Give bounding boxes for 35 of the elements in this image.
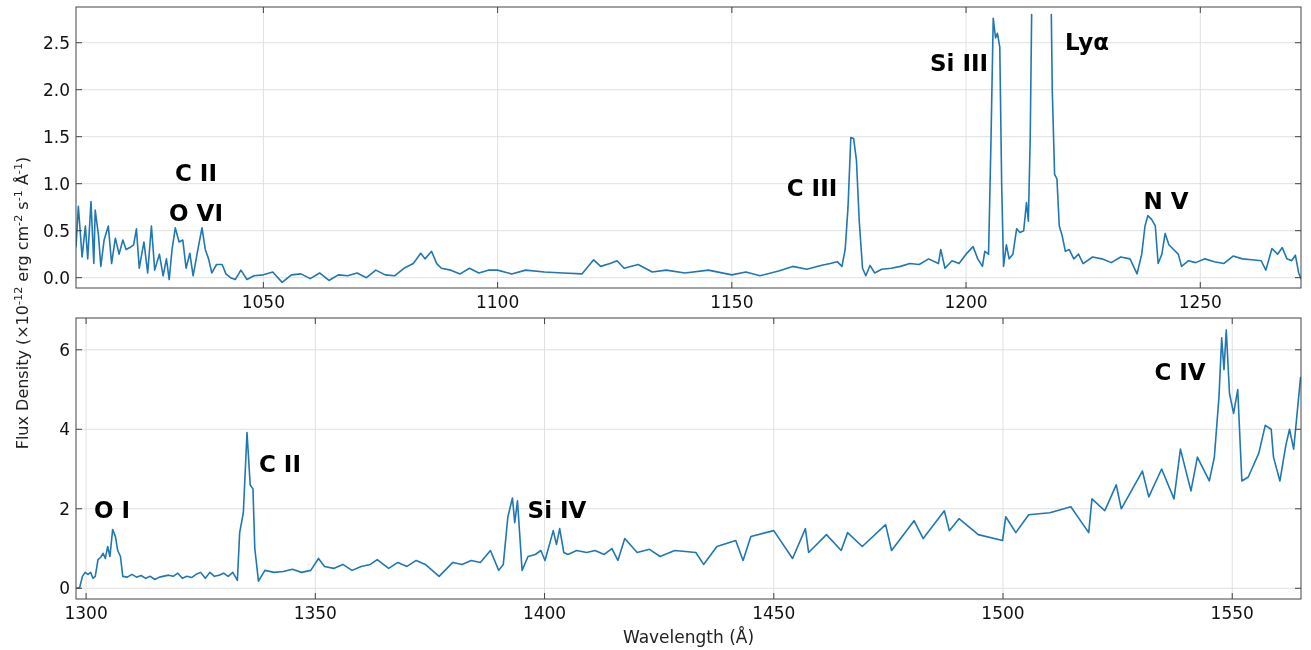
line-series <box>76 13 1033 284</box>
x-tick-label: 1350 <box>293 603 337 623</box>
x-tick-label: 1500 <box>981 603 1025 623</box>
y-tick-label: 1.0 <box>42 173 70 194</box>
annotation: C III <box>786 175 838 202</box>
annotation: Si IV <box>527 497 587 524</box>
x-tick-label: 1400 <box>522 603 567 623</box>
annotation: N V <box>1143 188 1189 215</box>
annotation: Si III <box>929 50 989 77</box>
x-tick-label: 1200 <box>944 292 988 312</box>
y-tick-label: 1.5 <box>42 126 70 147</box>
y-tick-label: 0.0 <box>42 267 70 288</box>
annotation: C II <box>174 160 218 187</box>
annotation: O I <box>93 497 131 524</box>
annotation: C II <box>258 451 302 478</box>
x-tick-label: 1250 <box>1178 292 1222 312</box>
y-tick-label: 2.5 <box>42 32 70 53</box>
annotation: O VI <box>169 200 223 227</box>
y-tick-label: 4 <box>59 419 70 440</box>
line-series <box>1050 13 1301 280</box>
x-tick-label: 1550 <box>1210 603 1254 623</box>
y-tick-label: 0 <box>59 578 70 599</box>
y-tick-label: 2 <box>59 498 70 519</box>
annotation: Lyα <box>1065 29 1109 56</box>
x-axis-title: Wavelength (Å) <box>622 626 755 647</box>
line-series <box>76 329 1301 590</box>
annotation: C IV <box>1154 359 1206 386</box>
y-tick-label: 2.0 <box>42 79 70 100</box>
x-tick-label: 1150 <box>710 292 754 312</box>
x-tick-label: 1100 <box>475 292 520 312</box>
x-tick-label: 1050 <box>241 292 286 312</box>
y-tick-label: 6 <box>59 339 70 360</box>
y-tick-label: 0.5 <box>42 220 70 241</box>
x-tick-label: 1450 <box>752 603 796 623</box>
x-tick-label: 1300 <box>64 603 108 623</box>
